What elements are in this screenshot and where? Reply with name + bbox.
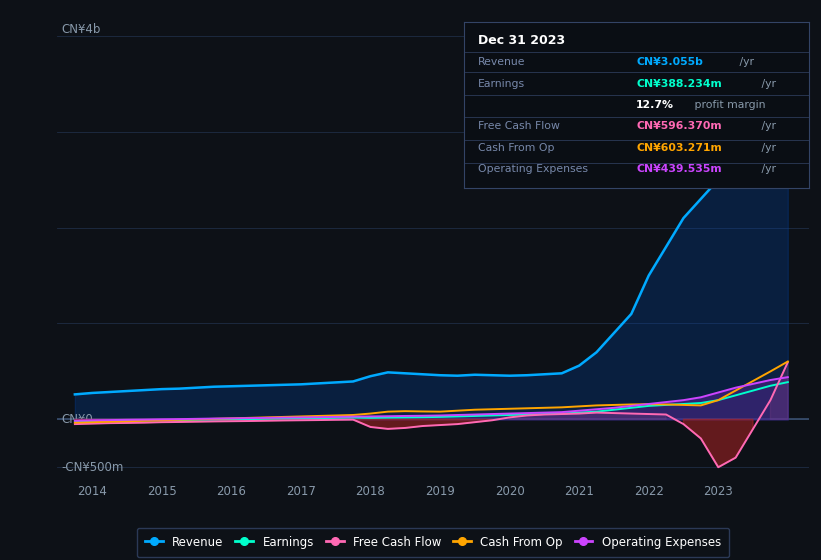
Text: 2021: 2021 [564,485,594,498]
Text: CN¥0: CN¥0 [62,413,93,426]
Text: /yr: /yr [758,78,776,88]
Text: Operating Expenses: Operating Expenses [478,165,588,174]
Text: /yr: /yr [736,57,754,67]
Text: 2014: 2014 [77,485,108,498]
Legend: Revenue, Earnings, Free Cash Flow, Cash From Op, Operating Expenses: Revenue, Earnings, Free Cash Flow, Cash … [137,528,729,557]
Text: 2022: 2022 [634,485,663,498]
Text: profit margin: profit margin [691,100,766,110]
Text: Dec 31 2023: Dec 31 2023 [478,34,565,47]
Text: 12.7%: 12.7% [636,100,674,110]
Text: 2020: 2020 [495,485,525,498]
Text: 2018: 2018 [355,485,385,498]
Text: 2015: 2015 [147,485,177,498]
Text: Earnings: Earnings [478,78,525,88]
Text: CN¥388.234m: CN¥388.234m [636,78,722,88]
Text: CN¥3.055b: CN¥3.055b [636,57,703,67]
Text: 2016: 2016 [217,485,246,498]
Text: CN¥4b: CN¥4b [62,23,101,36]
Text: /yr: /yr [758,165,776,174]
Text: 2019: 2019 [425,485,455,498]
Text: Cash From Op: Cash From Op [478,143,554,153]
Text: CN¥603.271m: CN¥603.271m [636,143,722,153]
Text: Free Cash Flow: Free Cash Flow [478,122,560,132]
Text: Revenue: Revenue [478,57,525,67]
Text: /yr: /yr [758,143,776,153]
Text: -CN¥500m: -CN¥500m [62,461,124,474]
Text: 2017: 2017 [286,485,316,498]
Text: /yr: /yr [758,122,776,132]
Text: 2023: 2023 [704,485,733,498]
Text: CN¥596.370m: CN¥596.370m [636,122,722,132]
Text: CN¥439.535m: CN¥439.535m [636,165,722,174]
